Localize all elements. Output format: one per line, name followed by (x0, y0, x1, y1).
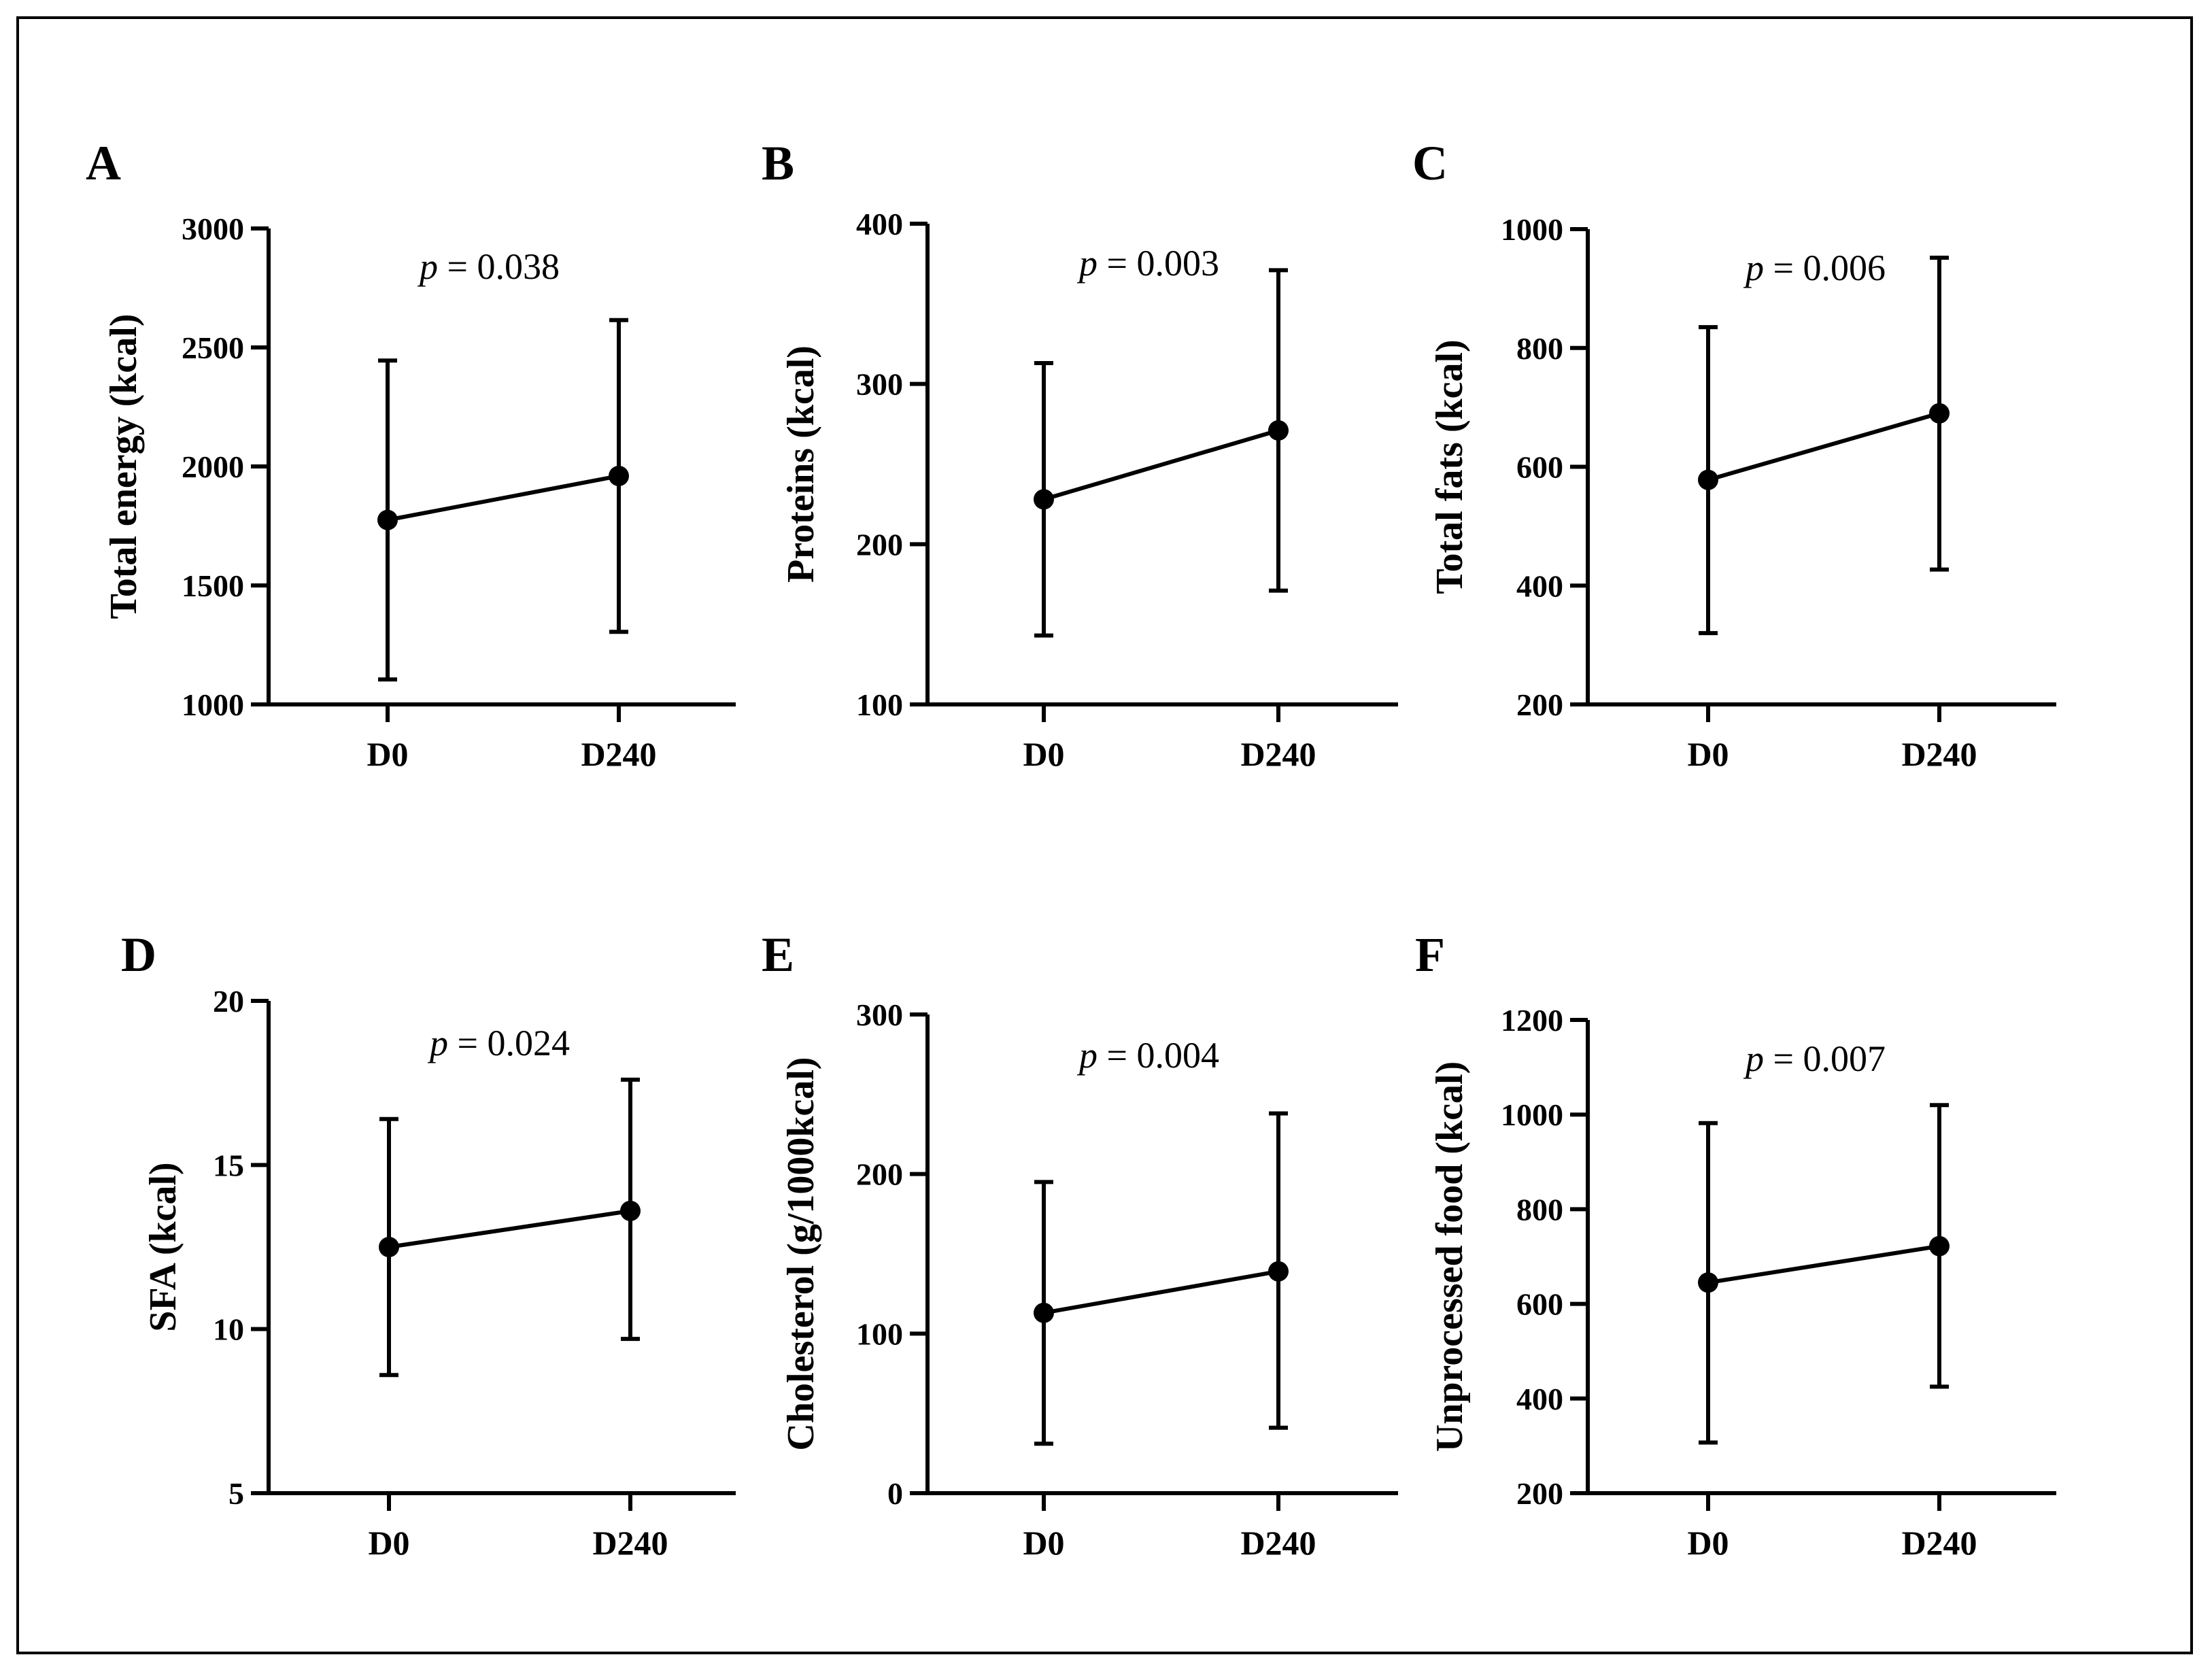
x-tick-label: D240 (1240, 1524, 1316, 1562)
panel-letter: B (762, 136, 794, 190)
y-tick-label: 400 (1516, 568, 1563, 603)
series-line (1043, 428, 1279, 502)
data-point (609, 466, 629, 486)
data-point (1268, 420, 1289, 441)
series-line (388, 1208, 631, 1249)
panel-letter: A (86, 136, 121, 190)
y-tick-label: 400 (1516, 1382, 1563, 1416)
data-point (1034, 489, 1054, 510)
p-value-annotation: p = 0.004 (1076, 1035, 1219, 1076)
panel-b: B 100 200 300 400 D0 D240 Proteins (kcal) p = 0.… (762, 136, 1398, 773)
p-value-annotation: p = 0.006 (1743, 248, 1886, 288)
y-tick-label: 1000 (1501, 212, 1563, 247)
p-symbol: p (1743, 248, 1764, 288)
y-axis-title: SFA (kcal) (142, 1162, 184, 1331)
x-tick-label: D0 (367, 735, 408, 773)
y-tick-label: 15 (213, 1148, 244, 1182)
x-tick-label: D240 (1901, 735, 1977, 773)
figure-frame (16, 16, 2193, 1654)
panel-d: D 5 10 15 20 D0 D240 SFA (kcal) p = 0.024 (121, 927, 736, 1562)
data-point (620, 1200, 641, 1221)
data-point (1698, 1272, 1718, 1293)
y-tick-label: 2000 (182, 449, 244, 484)
panel-e: E 0 100 200 300 D0 D240 Cholesterol (g/1000kcal… (762, 927, 1398, 1562)
series-line (1707, 411, 1940, 482)
data-point (377, 509, 398, 530)
y-tick-label: 100 (856, 1316, 903, 1351)
x-tick-label: D0 (1023, 1524, 1064, 1562)
y-tick-label: 800 (1516, 1192, 1563, 1227)
panel-letter: F (1415, 927, 1445, 982)
p-value-annotation: p = 0.024 (427, 1023, 570, 1063)
p-symbol: p (427, 1023, 448, 1063)
p-value-text: = 0.004 (1098, 1035, 1219, 1076)
y-tick-label: 200 (1516, 1476, 1563, 1511)
series-line (387, 474, 619, 522)
y-tick-label: 600 (1516, 1287, 1563, 1322)
panel-c: C 200 400 600 800 1000 D0 D240 Total fats (kcal)… (1412, 136, 2056, 773)
p-symbol: p (1743, 1038, 1764, 1079)
y-tick-label: 2500 (182, 330, 244, 365)
p-value-text: = 0.007 (1764, 1038, 1886, 1079)
y-axis-title: Unprocessed food (kcal) (1429, 1061, 1471, 1452)
series-line (1043, 1269, 1279, 1315)
p-value-text: = 0.006 (1764, 248, 1886, 288)
p-value-text: = 0.024 (448, 1023, 570, 1063)
p-value-text: = 0.038 (438, 246, 560, 287)
x-tick-label: D240 (592, 1524, 668, 1562)
x-tick-label: D240 (1901, 1524, 1977, 1562)
y-axis-title: Total fats (kcal) (1429, 339, 1471, 594)
y-tick-label: 400 (856, 207, 903, 241)
x-tick-label: D240 (581, 735, 656, 773)
p-value-annotation: p = 0.007 (1743, 1038, 1886, 1079)
x-tick-label: D0 (1687, 735, 1729, 773)
y-tick-label: 200 (856, 1157, 903, 1192)
series-line (1707, 1244, 1940, 1285)
data-point (379, 1237, 399, 1257)
y-tick-label: 3000 (182, 211, 244, 246)
y-tick-label: 1000 (182, 687, 244, 722)
y-tick-label: 10 (213, 1312, 244, 1347)
p-value-annotation: p = 0.003 (1076, 243, 1219, 284)
y-tick-label: 200 (856, 527, 903, 562)
data-point (1268, 1261, 1289, 1282)
y-tick-label: 1500 (182, 568, 244, 603)
panel-f: F 200 400 600 800 1000 1200 D0 D240 Unprocessed f… (1415, 927, 2056, 1562)
panel-letter: D (121, 927, 156, 982)
data-point (1698, 469, 1718, 490)
panel-a: A 1000 1500 2000 2500 3000 D0 D240 Total energy … (86, 136, 736, 773)
p-value-text: = 0.003 (1098, 243, 1219, 284)
y-axis-title: Cholesterol (g/1000kcal) (780, 1057, 822, 1450)
data-point (1929, 403, 1950, 424)
y-tick-label: 200 (1516, 687, 1563, 722)
y-tick-label: 20 (213, 984, 244, 1019)
p-symbol: p (1076, 1035, 1098, 1076)
data-point (1929, 1235, 1950, 1257)
x-tick-label: D0 (1023, 735, 1064, 773)
panel-letter: C (1412, 136, 1448, 190)
y-tick-label: 1000 (1501, 1097, 1563, 1132)
y-tick-label: 300 (856, 997, 903, 1032)
x-tick-label: D0 (1687, 1524, 1729, 1562)
y-tick-label: 300 (856, 367, 903, 402)
y-tick-label: 0 (887, 1476, 903, 1511)
y-tick-label: 800 (1516, 331, 1563, 366)
p-value-annotation: p = 0.038 (417, 246, 560, 287)
p-symbol: p (417, 246, 438, 287)
x-tick-label: D240 (1240, 735, 1316, 773)
y-tick-label: 5 (228, 1476, 244, 1511)
x-tick-label: D0 (368, 1524, 409, 1562)
data-point (1034, 1302, 1054, 1323)
y-tick-label: 600 (1516, 450, 1563, 485)
y-axis-title: Proteins (kcal) (780, 345, 822, 583)
panel-letter: E (762, 927, 794, 982)
y-axis-title: Total energy (kcal) (103, 314, 145, 619)
y-tick-label: 100 (856, 687, 903, 722)
p-symbol: p (1076, 243, 1098, 284)
y-tick-label: 1200 (1501, 1003, 1563, 1038)
